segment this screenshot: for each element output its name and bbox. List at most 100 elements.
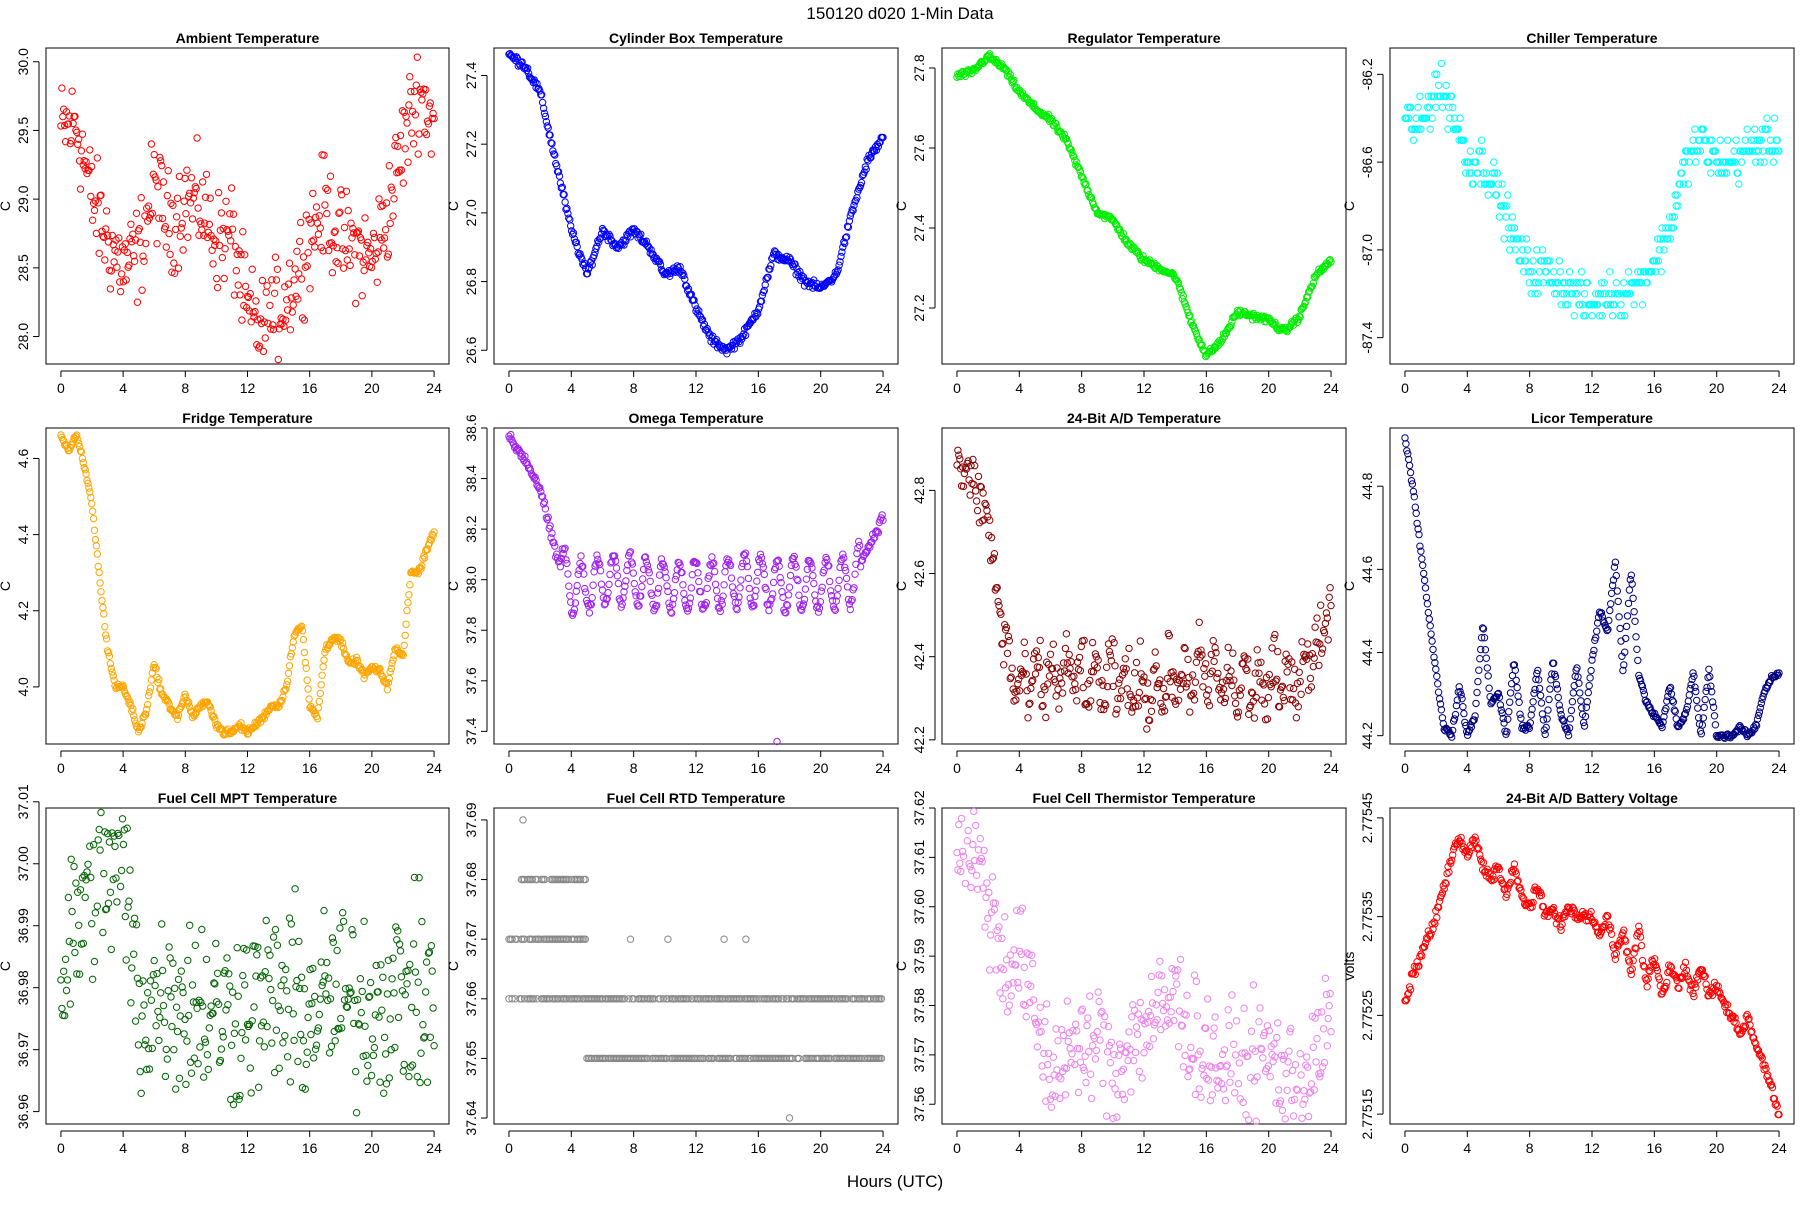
x-tick-label: 20 bbox=[813, 380, 829, 396]
data-point bbox=[582, 876, 588, 882]
data-point bbox=[1478, 137, 1484, 143]
data-point bbox=[738, 577, 744, 583]
panel-title: 24-Bit A/D Battery Voltage bbox=[1506, 790, 1678, 806]
data-point bbox=[1131, 670, 1137, 676]
data-point bbox=[1267, 1074, 1273, 1080]
data-point bbox=[256, 1038, 262, 1044]
data-point bbox=[1023, 1014, 1029, 1020]
data-point bbox=[1574, 665, 1580, 671]
data-point bbox=[94, 551, 100, 557]
y-tick-label: 44.2 bbox=[1359, 722, 1375, 749]
data-point bbox=[998, 611, 1004, 617]
data-point bbox=[370, 1052, 376, 1058]
data-point bbox=[1296, 669, 1302, 675]
data-point bbox=[417, 1079, 423, 1085]
data-point bbox=[1149, 697, 1155, 703]
data-point bbox=[228, 238, 234, 244]
data-point bbox=[1537, 692, 1543, 698]
data-point bbox=[615, 580, 621, 586]
figure-title: 150120 d020 1-Min Data bbox=[806, 4, 994, 23]
data-point bbox=[1491, 159, 1497, 165]
data-point bbox=[812, 592, 818, 598]
data-point bbox=[149, 1045, 155, 1051]
data-point bbox=[135, 1042, 141, 1048]
data-point bbox=[1087, 993, 1093, 999]
data-point bbox=[405, 599, 411, 605]
y-tick-label: 38.0 bbox=[463, 566, 479, 593]
data-point bbox=[1607, 607, 1613, 613]
data-point bbox=[1084, 1022, 1090, 1028]
data-point bbox=[171, 1047, 177, 1053]
data-point bbox=[68, 856, 74, 862]
data-point bbox=[1325, 1015, 1331, 1021]
data-point bbox=[1210, 638, 1216, 644]
data-point bbox=[71, 863, 77, 869]
data-point bbox=[251, 1004, 257, 1010]
y-tick-label: 36.97 bbox=[15, 1032, 31, 1067]
data-point bbox=[402, 632, 408, 638]
y-tick-label: 4.0 bbox=[15, 677, 31, 697]
data-point bbox=[283, 966, 289, 972]
data-point bbox=[263, 917, 269, 923]
data-point bbox=[218, 210, 224, 216]
data-point bbox=[1254, 647, 1260, 653]
data-point bbox=[613, 565, 619, 571]
data-point bbox=[362, 215, 368, 221]
x-tick-label: 8 bbox=[1526, 1140, 1534, 1156]
data-point bbox=[1438, 60, 1444, 66]
data-point bbox=[164, 1056, 170, 1062]
data-points bbox=[954, 808, 1334, 1124]
data-point bbox=[1006, 638, 1012, 644]
data-point bbox=[317, 225, 323, 231]
panel-1: Ambient TemperatureC0481216202428.028.52… bbox=[0, 30, 449, 396]
data-point bbox=[1037, 1004, 1043, 1010]
x-tick-label: 24 bbox=[1323, 760, 1339, 776]
data-point bbox=[169, 1023, 175, 1029]
data-point bbox=[1009, 665, 1015, 671]
data-point bbox=[1166, 633, 1172, 639]
data-point bbox=[234, 945, 240, 951]
data-point bbox=[852, 571, 858, 577]
data-point bbox=[712, 581, 718, 587]
data-point bbox=[268, 986, 274, 992]
data-point bbox=[347, 262, 353, 268]
y-axis-label: C bbox=[893, 581, 909, 591]
data-point bbox=[722, 569, 728, 575]
data-point bbox=[1430, 646, 1436, 652]
panel-9: Fuel Cell MPT TemperatureC0481216202436.… bbox=[0, 784, 449, 1156]
data-point bbox=[311, 237, 317, 243]
data-point bbox=[96, 569, 102, 575]
data-point bbox=[1068, 1059, 1074, 1065]
panel-title: Fuel Cell Thermistor Temperature bbox=[1032, 790, 1255, 806]
data-point bbox=[400, 1068, 406, 1074]
y-axis-label: C bbox=[0, 201, 13, 211]
x-tick-label: 24 bbox=[1771, 1140, 1787, 1156]
data-point bbox=[232, 1021, 238, 1027]
data-point bbox=[1233, 1018, 1239, 1024]
data-point bbox=[1225, 644, 1231, 650]
data-point bbox=[125, 904, 131, 910]
data-point bbox=[364, 1078, 370, 1084]
data-point bbox=[242, 283, 248, 289]
data-point bbox=[1228, 1071, 1234, 1077]
data-point bbox=[267, 302, 273, 308]
data-point bbox=[980, 490, 986, 496]
data-point bbox=[139, 720, 145, 726]
data-point bbox=[230, 1101, 236, 1107]
x-tick-label: 20 bbox=[1261, 380, 1277, 396]
data-point bbox=[1298, 1072, 1304, 1078]
data-point bbox=[1621, 280, 1627, 286]
x-tick-label: 12 bbox=[240, 760, 256, 776]
x-tick-label: 8 bbox=[1078, 760, 1086, 776]
data-point bbox=[281, 977, 287, 983]
data-point bbox=[155, 1008, 161, 1014]
data-point bbox=[1219, 679, 1225, 685]
data-point bbox=[91, 527, 97, 533]
data-point bbox=[199, 926, 205, 932]
data-point bbox=[370, 230, 376, 236]
data-point bbox=[416, 875, 422, 881]
data-point bbox=[379, 1007, 385, 1013]
data-point bbox=[1226, 1022, 1232, 1028]
data-point bbox=[368, 264, 374, 270]
data-point bbox=[174, 195, 180, 201]
